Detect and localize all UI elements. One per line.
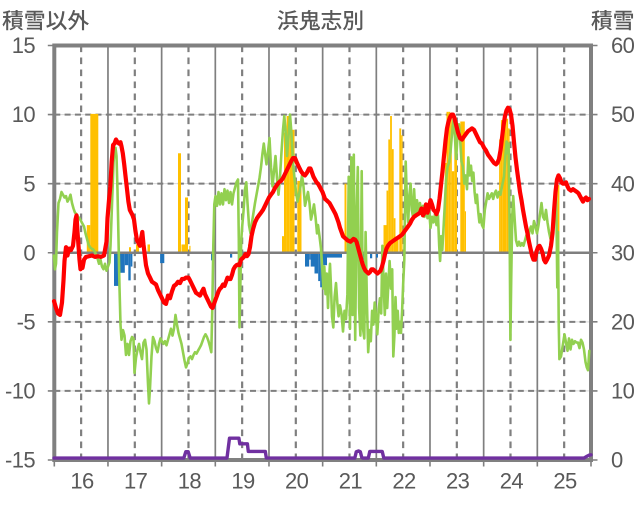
svg-text:22: 22 bbox=[392, 468, 416, 493]
svg-text:0: 0 bbox=[23, 240, 35, 265]
svg-text:30: 30 bbox=[611, 240, 635, 265]
svg-text:21: 21 bbox=[339, 468, 363, 493]
svg-text:60: 60 bbox=[611, 33, 635, 58]
svg-text:24: 24 bbox=[500, 468, 524, 493]
svg-text:17: 17 bbox=[124, 468, 148, 493]
svg-text:18: 18 bbox=[178, 468, 202, 493]
svg-text:25: 25 bbox=[553, 468, 577, 493]
svg-text:5: 5 bbox=[23, 171, 35, 196]
svg-text:-5: -5 bbox=[17, 309, 36, 334]
svg-text:23: 23 bbox=[446, 468, 470, 493]
svg-text:20: 20 bbox=[611, 309, 635, 334]
svg-text:10: 10 bbox=[611, 379, 635, 404]
svg-text:15: 15 bbox=[12, 33, 36, 58]
svg-text:-10: -10 bbox=[5, 379, 35, 404]
svg-text:0: 0 bbox=[611, 448, 623, 473]
svg-text:19: 19 bbox=[231, 468, 255, 493]
svg-text:-15: -15 bbox=[5, 448, 35, 473]
svg-text:20: 20 bbox=[285, 468, 309, 493]
svg-text:40: 40 bbox=[611, 171, 635, 196]
svg-text:16: 16 bbox=[70, 468, 94, 493]
svg-text:10: 10 bbox=[12, 102, 36, 127]
svg-text:50: 50 bbox=[611, 102, 635, 127]
